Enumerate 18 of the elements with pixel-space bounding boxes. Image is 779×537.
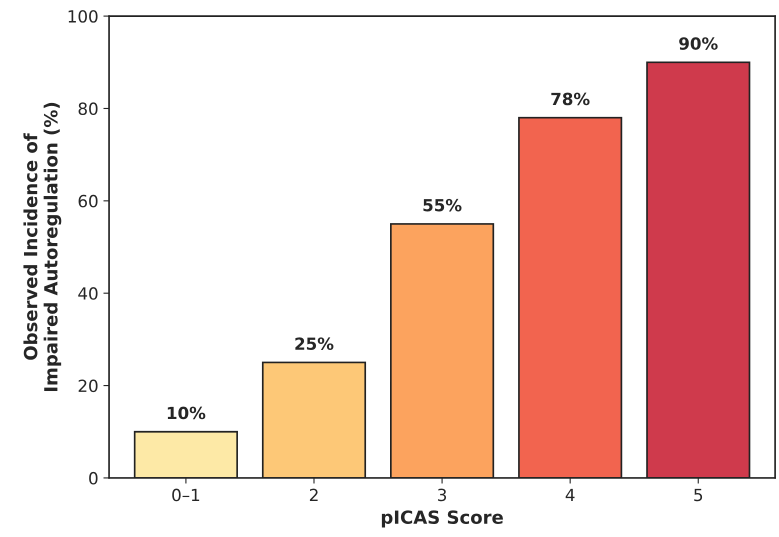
data-label: 78% (551, 92, 590, 106)
y-tick-label: 100 (68, 10, 98, 23)
y-tick-label: 20 (78, 380, 98, 392)
x-tick-label: 3 (438, 488, 446, 502)
y-tick-label: 40 (78, 287, 98, 300)
y-tick-label: 0 (89, 472, 98, 484)
x-tick-label: 2 (310, 488, 318, 502)
data-label: 10% (168, 406, 206, 420)
y-tick-label: 80 (78, 102, 98, 116)
x-tick-label: 4 (566, 488, 575, 502)
x-tick-label: 0–1 (172, 488, 200, 502)
data-label: 25% (295, 337, 334, 350)
y-axis-title: Observed Incidence of Impaired Autoregulation (%) (23, 102, 62, 392)
x-axis-title: pICAS Score (382, 510, 503, 528)
y-tick-label: 60 (78, 194, 98, 208)
x-tick-label: 5 (694, 488, 702, 502)
data-label: 55% (423, 198, 462, 212)
data-label: 90% (679, 37, 718, 50)
